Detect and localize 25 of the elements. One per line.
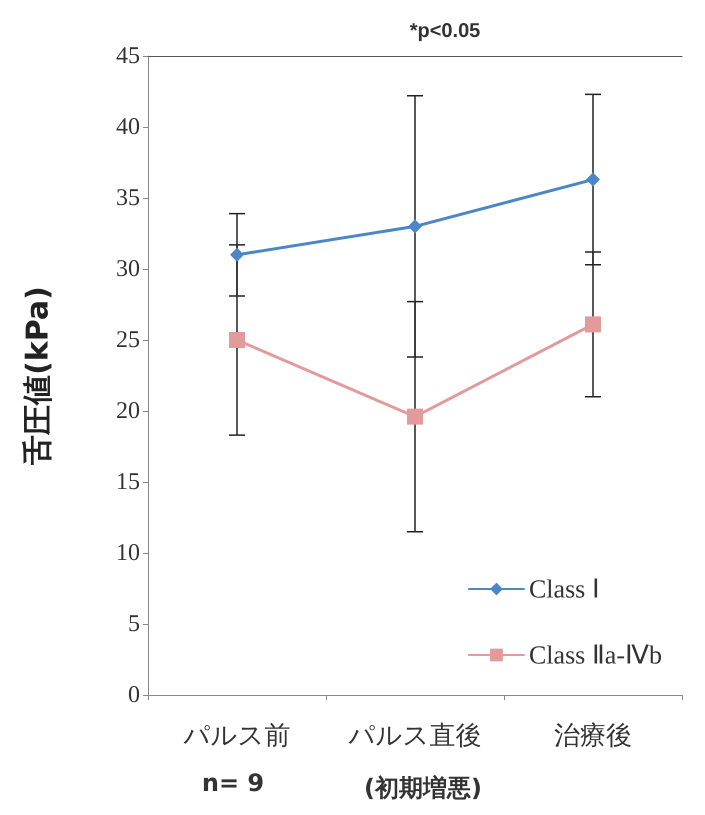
text: (初期増悪) bbox=[364, 774, 482, 802]
x-tick-label: パルス前 bbox=[182, 721, 290, 751]
y-tick-label: 10 bbox=[116, 540, 140, 566]
point bbox=[586, 172, 600, 187]
point bbox=[407, 408, 423, 425]
y-tick-label: 0 bbox=[128, 682, 140, 708]
chart-title: *p<0.05 bbox=[410, 20, 480, 42]
x-tick-label: 治療後 bbox=[554, 721, 632, 751]
y-axis-title: 舌圧値(kPa) bbox=[20, 286, 56, 466]
y-tick-label: 20 bbox=[116, 398, 140, 424]
point bbox=[585, 316, 601, 332]
y-tick-label: 35 bbox=[116, 185, 140, 211]
y-tick-label: 15 bbox=[116, 469, 140, 495]
x-tick-label: パルス直後 bbox=[348, 721, 482, 751]
y-tick-label: 45 bbox=[116, 43, 140, 69]
text: n= 9 bbox=[202, 769, 264, 797]
y-tick-label: 30 bbox=[116, 256, 140, 282]
point bbox=[229, 332, 245, 348]
point bbox=[408, 219, 422, 234]
y-tick-label: 40 bbox=[116, 114, 140, 140]
y-tick-label: 5 bbox=[128, 611, 140, 637]
legend-label: Class Ⅱa-Ⅳb bbox=[528, 640, 662, 670]
legend-label: Class Ⅰ bbox=[528, 574, 600, 604]
point bbox=[230, 248, 244, 262]
y-tick-label: 25 bbox=[116, 327, 140, 353]
